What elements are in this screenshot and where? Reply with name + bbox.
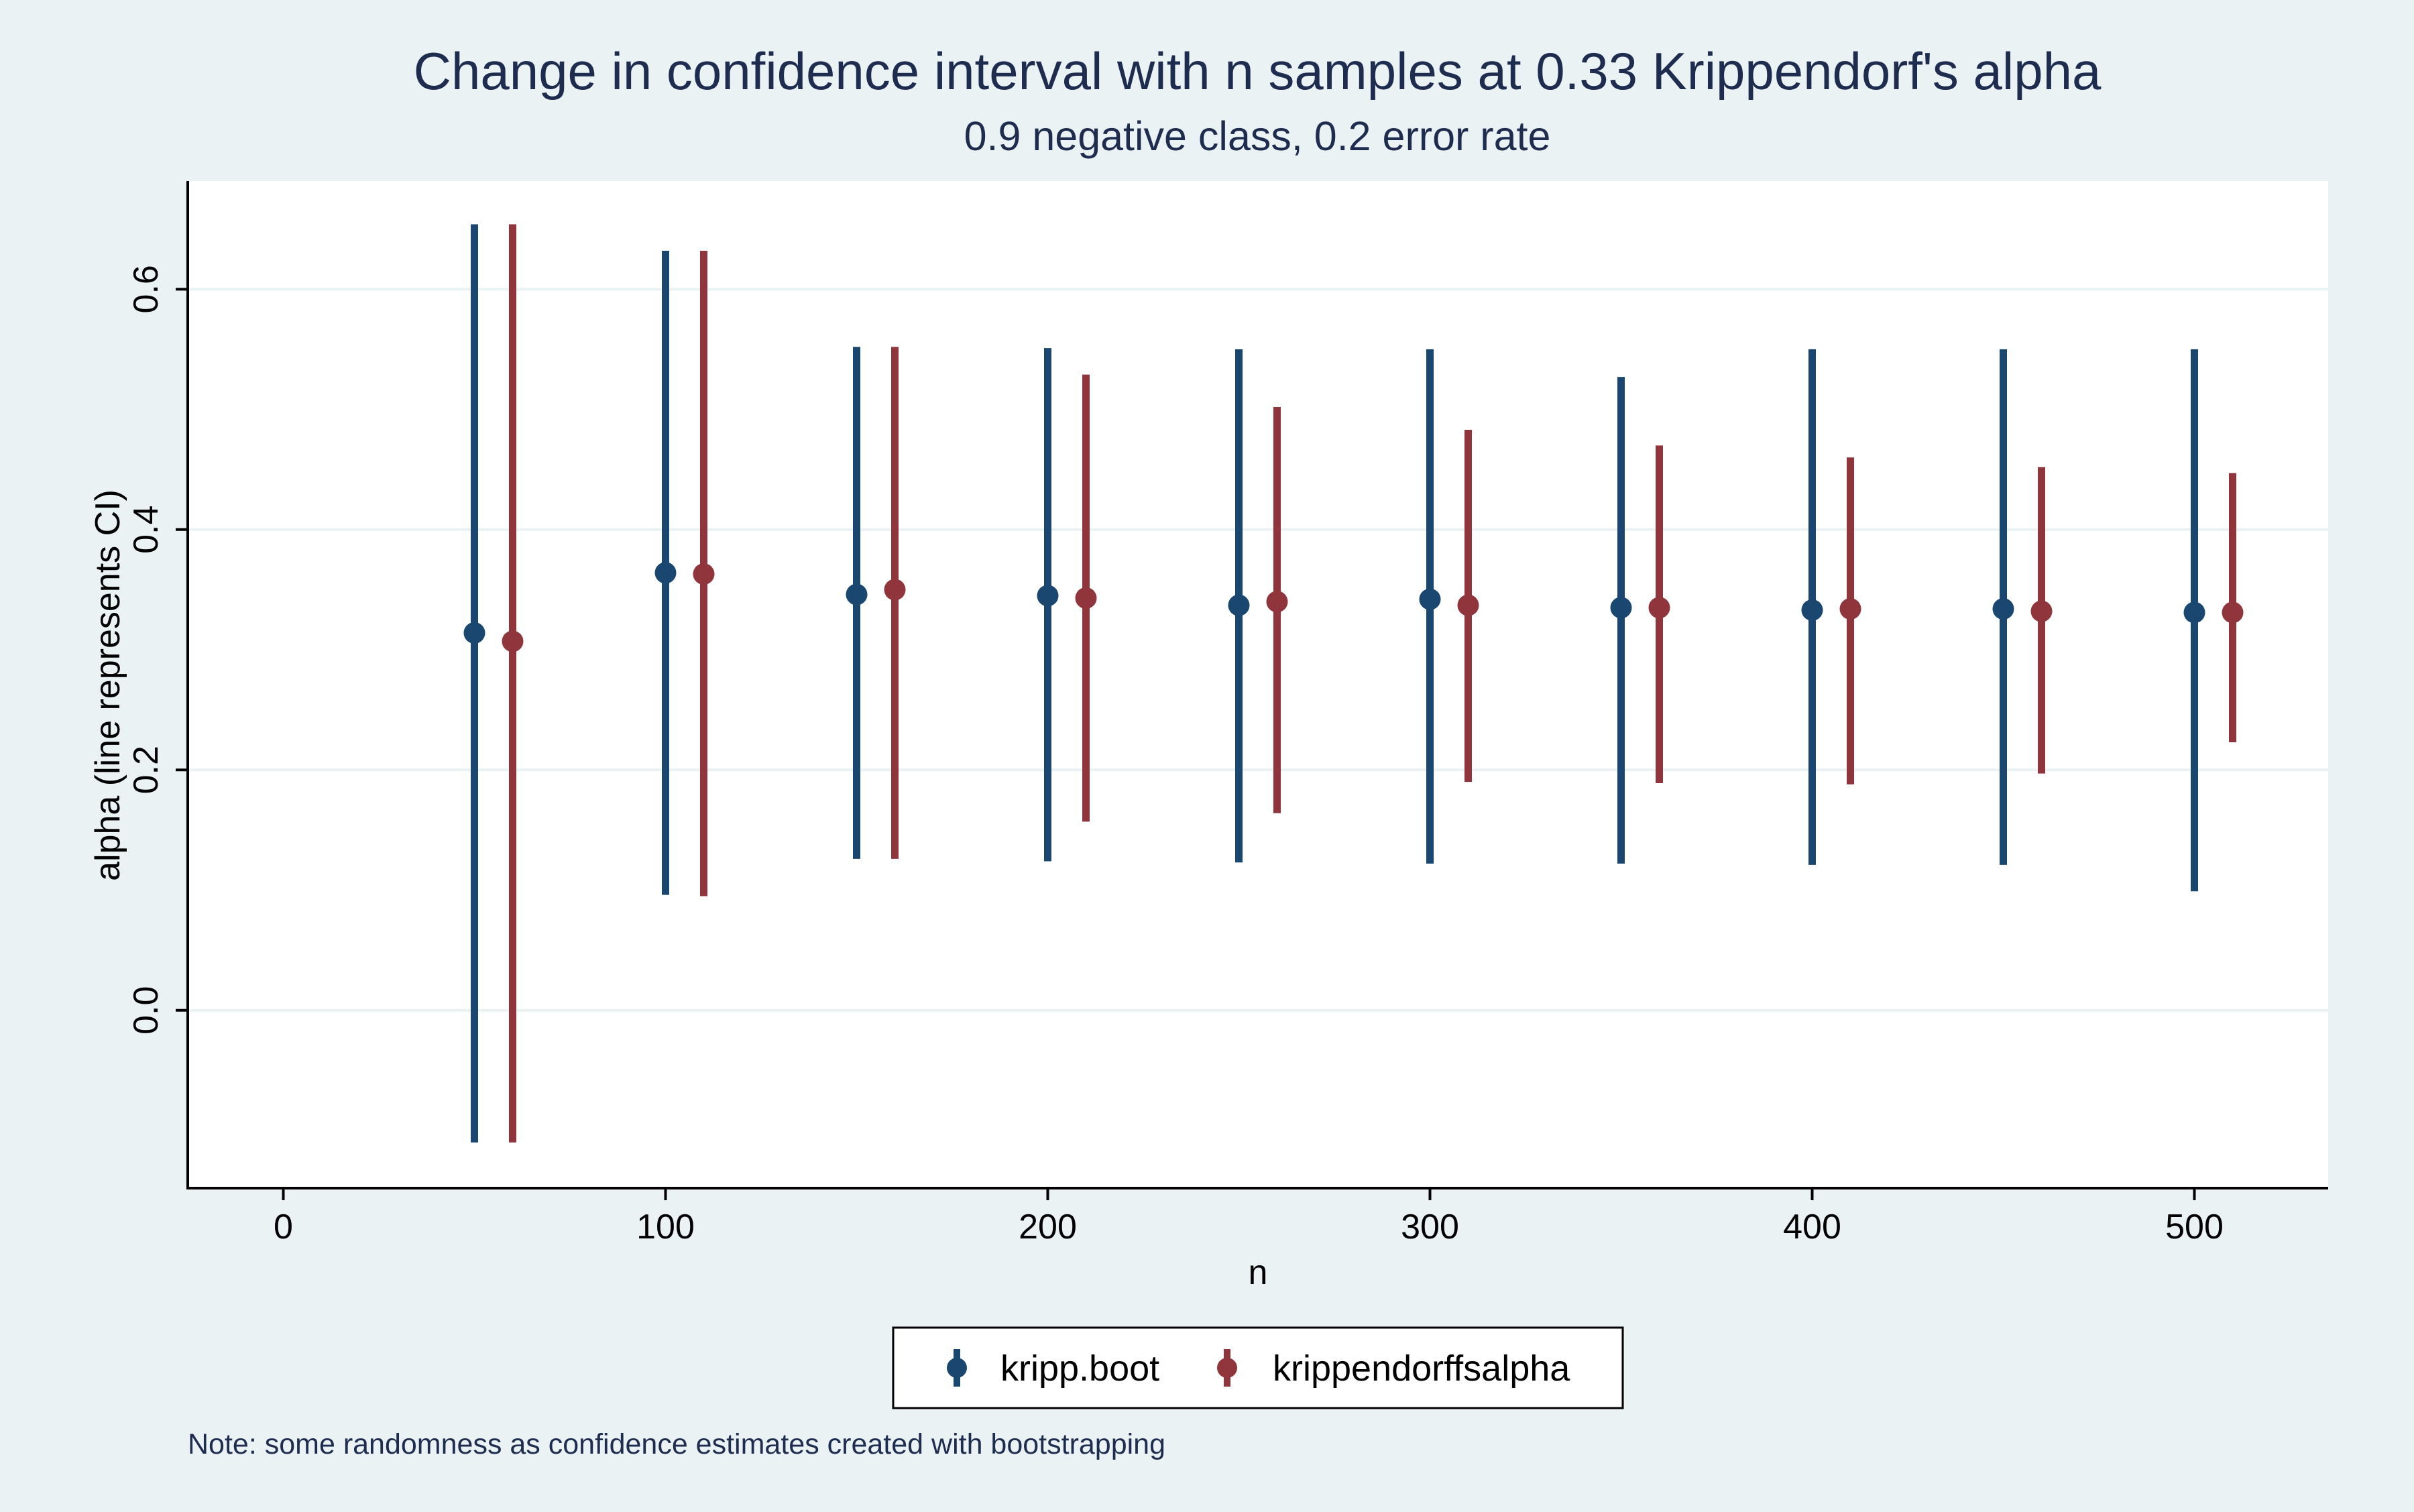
chart-title: Change in confidence interval with n sam… (414, 42, 2102, 101)
legend-label-krippendorffsalpha: krippendorffsalpha (1273, 1348, 1570, 1389)
x-tick-label: 400 (1783, 1208, 1841, 1246)
legend-label-kripp-boot: kripp.boot (1000, 1348, 1159, 1389)
krippendorffsalpha-point (1839, 598, 1861, 620)
krippendorffsalpha-point (1075, 587, 1097, 609)
x-axis-label: n (1249, 1253, 1268, 1292)
x-tick-label: 200 (1019, 1208, 1077, 1246)
kripp-boot-point (1610, 597, 1632, 619)
y-tick-label: 0.0 (127, 986, 166, 1035)
chart-note: Note: some randomness as confidence esti… (188, 1428, 1165, 1460)
data-marks (463, 224, 2244, 1143)
krippendorffsalpha-point (884, 579, 906, 601)
kripp-boot-point (463, 622, 485, 644)
y-axis-label: alpha (line represents CI) (89, 489, 127, 881)
kripp-boot-point (1037, 585, 1059, 607)
chart-subtitle: 0.9 negative class, 0.2 error rate (964, 113, 1551, 159)
legend-marker-dot (1217, 1358, 1237, 1378)
x-ticks: 0 100 200 300 400 500 (274, 1188, 2224, 1246)
kripp-boot-point (1992, 598, 2014, 620)
legend-marker-dot (947, 1358, 967, 1378)
gridlines (188, 288, 2328, 1012)
kripp-boot-point (2183, 601, 2205, 624)
krippendorffsalpha-point (1457, 594, 1479, 616)
krippendorffsalpha-point (693, 563, 715, 585)
x-tick-label: 500 (2165, 1208, 2224, 1246)
axes (186, 181, 2328, 1189)
kripp-boot-point (1801, 599, 1823, 621)
y-tick-label: 0.4 (127, 506, 166, 554)
krippendorffsalpha-point (1266, 591, 1288, 613)
kripp-boot-point (1228, 594, 1250, 616)
kripp-boot-point (654, 562, 677, 584)
plot-area (188, 181, 2328, 1188)
x-tick-label: 0 (274, 1208, 293, 1246)
legend-item-krippendorffsalpha: krippendorffsalpha (1217, 1348, 1570, 1389)
krippendorffsalpha-point (2222, 601, 2244, 624)
kripp-boot-point (846, 583, 868, 605)
x-tick-label: 100 (636, 1208, 695, 1246)
kripp-boot-point (1419, 588, 1441, 610)
y-ticks: 0.0 0.2 0.4 0.6 (127, 265, 188, 1035)
krippendorffsalpha-point (502, 630, 524, 652)
legend: kripp.boot krippendorffsalpha (892, 1326, 1624, 1409)
x-tick-label: 300 (1401, 1208, 1459, 1246)
krippendorffsalpha-point (2030, 600, 2053, 622)
krippendorffsalpha-point (1648, 597, 1670, 619)
y-tick-label: 0.6 (127, 265, 166, 313)
y-tick-label: 0.2 (127, 746, 166, 794)
legend-box (892, 1326, 1624, 1409)
legend-item-kripp-boot: kripp.boot (947, 1348, 1159, 1389)
